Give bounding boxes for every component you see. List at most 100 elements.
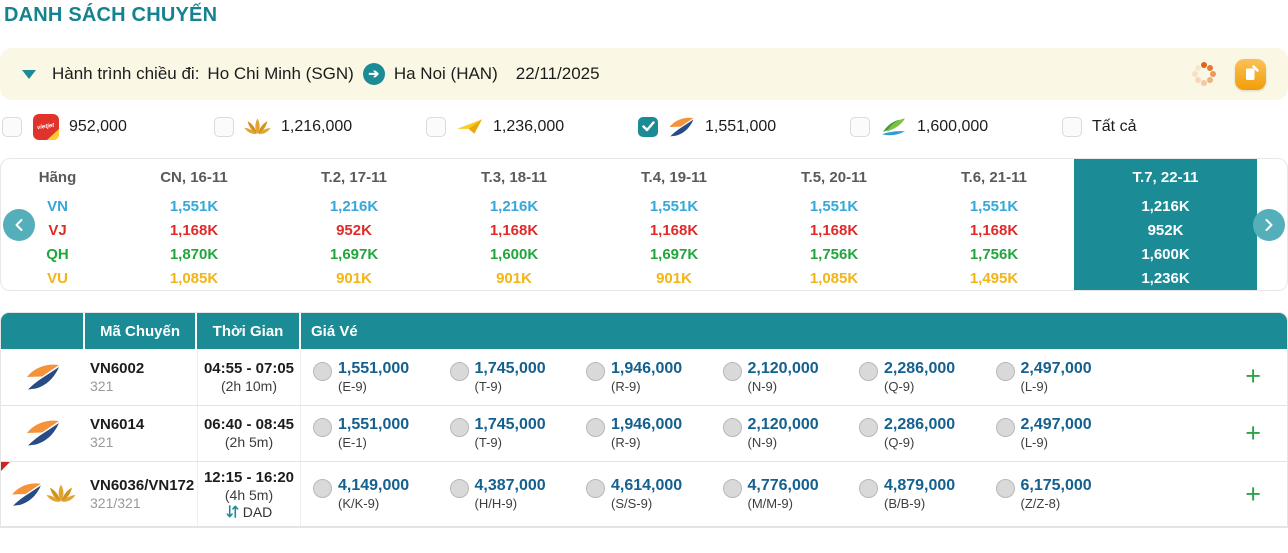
- fare-radio[interactable]: [449, 418, 469, 438]
- fare-option[interactable]: 2,120,000 (N-9): [722, 360, 860, 394]
- flight-duration: (4h 5m): [224, 486, 274, 503]
- day-price-vu[interactable]: 901K: [656, 270, 692, 288]
- fare-option[interactable]: 1,551,000 (E-9): [313, 360, 450, 394]
- add-flight-button[interactable]: +: [1245, 361, 1261, 392]
- fare-option[interactable]: 2,120,000 (N-9): [722, 416, 860, 450]
- fare-option[interactable]: 4,387,000 (H/H-9): [449, 477, 587, 511]
- day-price-qh[interactable]: 1,870K: [169, 245, 219, 263]
- fare-option[interactable]: 2,497,000 (L-9): [995, 416, 1133, 450]
- filter-vietravel[interactable]: 1,236,000: [426, 113, 638, 140]
- day-price-vj[interactable]: 1,168K: [169, 221, 219, 239]
- fare-radio[interactable]: [449, 361, 469, 381]
- fare-radio[interactable]: [722, 478, 742, 498]
- fare-radio[interactable]: [995, 418, 1015, 438]
- fare-option[interactable]: 1,946,000 (R-9): [586, 416, 723, 450]
- fare-radio[interactable]: [586, 478, 605, 498]
- fare-radio[interactable]: [586, 418, 605, 438]
- filter-all[interactable]: Tất cả: [1062, 113, 1274, 140]
- day-price-vj[interactable]: 952K: [1147, 221, 1184, 239]
- copy-ticket-button[interactable]: [1235, 58, 1266, 90]
- fare-radio[interactable]: [859, 418, 878, 438]
- fare-class: (R-9): [611, 378, 641, 394]
- fare-radio[interactable]: [313, 418, 332, 438]
- calendar-day-column[interactable]: T.6, 21-11 1,551K 1,168K 1,756K 1,495K: [914, 159, 1074, 290]
- calendar-day-column-selected[interactable]: T.7, 22-11 1,216K 952K 1,600K 1,236K: [1074, 159, 1257, 290]
- checkbox-unchecked[interactable]: [850, 116, 870, 137]
- day-price-vu[interactable]: 1,495K: [969, 270, 1019, 288]
- day-price-vj[interactable]: 1,168K: [489, 221, 539, 239]
- fare-radio[interactable]: [995, 478, 1015, 498]
- day-price-vn[interactable]: 1,551K: [809, 197, 859, 215]
- fare-radio[interactable]: [722, 361, 742, 381]
- day-price-vu[interactable]: 1,236K: [1141, 270, 1190, 288]
- day-price-qh[interactable]: 1,600K: [489, 245, 539, 263]
- fare-option[interactable]: 2,286,000 (Q-9): [859, 416, 996, 450]
- fare-class: (M/M-9): [747, 496, 794, 512]
- day-price-qh[interactable]: 1,756K: [809, 245, 859, 263]
- day-price-vn[interactable]: 1,216K: [1141, 197, 1190, 215]
- fare-option[interactable]: 4,879,000 (B/B-9): [859, 477, 996, 511]
- day-price-vj[interactable]: 1,168K: [969, 221, 1019, 239]
- day-price-vn[interactable]: 1,551K: [169, 197, 219, 215]
- flight-time: 04:55 - 07:05: [203, 359, 295, 377]
- fare-option[interactable]: 4,776,000 (M/M-9): [722, 477, 860, 512]
- calendar-day-column[interactable]: T.2, 17-11 1,216K 952K 1,697K 901K: [274, 159, 434, 290]
- fare-price: 1,551,000: [338, 359, 410, 377]
- transit-airport: DAD: [242, 503, 273, 520]
- day-price-qh[interactable]: 1,697K: [649, 245, 699, 263]
- filter-bamboo[interactable]: 1,600,000: [850, 113, 1062, 140]
- day-price-vn[interactable]: 1,216K: [329, 197, 379, 215]
- day-label: T.6, 21-11: [961, 169, 1027, 186]
- fare-radio[interactable]: [722, 418, 742, 438]
- checkbox-unchecked[interactable]: [1062, 116, 1082, 137]
- day-price-qh[interactable]: 1,697K: [329, 245, 379, 263]
- day-price-vu[interactable]: 1,085K: [169, 270, 219, 288]
- day-price-vu[interactable]: 1,085K: [809, 270, 859, 288]
- day-price-vu[interactable]: 901K: [336, 270, 372, 288]
- calendar-prev-button[interactable]: [3, 209, 35, 241]
- fare-radio[interactable]: [313, 361, 332, 381]
- fare-option[interactable]: 4,149,000 (K/K-9): [313, 477, 450, 511]
- day-price-vn[interactable]: 1,216K: [489, 197, 539, 215]
- day-price-vn[interactable]: 1,551K: [649, 197, 699, 215]
- fare-option[interactable]: 2,497,000 (L-9): [995, 360, 1133, 394]
- calendar-day-column[interactable]: CN, 16-11 1,551K 1,168K 1,870K 1,085K: [114, 159, 274, 290]
- fare-radio[interactable]: [313, 478, 332, 498]
- fare-radio[interactable]: [859, 478, 878, 498]
- fare-option[interactable]: 2,286,000 (Q-9): [859, 360, 996, 394]
- checkbox-unchecked[interactable]: [214, 116, 234, 137]
- filter-lotus[interactable]: 1,216,000: [214, 113, 426, 140]
- calendar-next-button[interactable]: [1253, 209, 1285, 241]
- day-price-qh[interactable]: 1,600K: [1141, 245, 1190, 263]
- fare-radio[interactable]: [859, 361, 878, 381]
- add-flight-button[interactable]: +: [1245, 417, 1261, 448]
- day-price-vu[interactable]: 901K: [496, 270, 532, 288]
- filter-vietjet[interactable]: vietjet 952,000: [2, 113, 214, 140]
- checkbox-unchecked[interactable]: [426, 116, 446, 137]
- day-price-qh[interactable]: 1,756K: [969, 245, 1019, 263]
- checkbox-checked[interactable]: [638, 116, 658, 137]
- fare-option[interactable]: 1,551,000 (E-1): [313, 416, 450, 450]
- fare-radio[interactable]: [449, 478, 469, 498]
- filter-vietnam-airlines[interactable]: 1,551,000: [638, 113, 850, 140]
- calendar-day-column[interactable]: T.5, 20-11 1,551K 1,168K 1,756K 1,085K: [754, 159, 914, 290]
- fare-option[interactable]: 6,175,000 (Z/Z-8): [995, 477, 1133, 511]
- checkbox-unchecked[interactable]: [2, 116, 22, 137]
- calendar-day-column[interactable]: T.4, 19-11 1,551K 1,168K 1,697K 901K: [594, 159, 754, 290]
- fare-option[interactable]: 1,745,000 (T-9): [449, 416, 587, 450]
- fare-option[interactable]: 4,614,000 (S/S-9): [586, 477, 723, 511]
- fare-option[interactable]: 1,946,000 (R-9): [586, 360, 723, 394]
- day-price-vj[interactable]: 952K: [336, 221, 372, 239]
- add-flight-button[interactable]: +: [1245, 478, 1261, 509]
- day-price-vn[interactable]: 1,551K: [969, 197, 1019, 215]
- fare-price: 1,745,000: [474, 416, 546, 434]
- day-label: T.2, 17-11: [321, 169, 387, 186]
- caret-down-icon[interactable]: [22, 69, 36, 79]
- airline-logo-cell: [1, 462, 85, 526]
- fare-option[interactable]: 1,745,000 (T-9): [449, 360, 587, 394]
- fare-radio[interactable]: [995, 361, 1015, 381]
- day-price-vj[interactable]: 1,168K: [809, 221, 859, 239]
- day-price-vj[interactable]: 1,168K: [649, 221, 699, 239]
- calendar-day-column[interactable]: T.3, 18-11 1,216K 1,168K 1,600K 901K: [434, 159, 594, 290]
- fare-radio[interactable]: [586, 361, 605, 381]
